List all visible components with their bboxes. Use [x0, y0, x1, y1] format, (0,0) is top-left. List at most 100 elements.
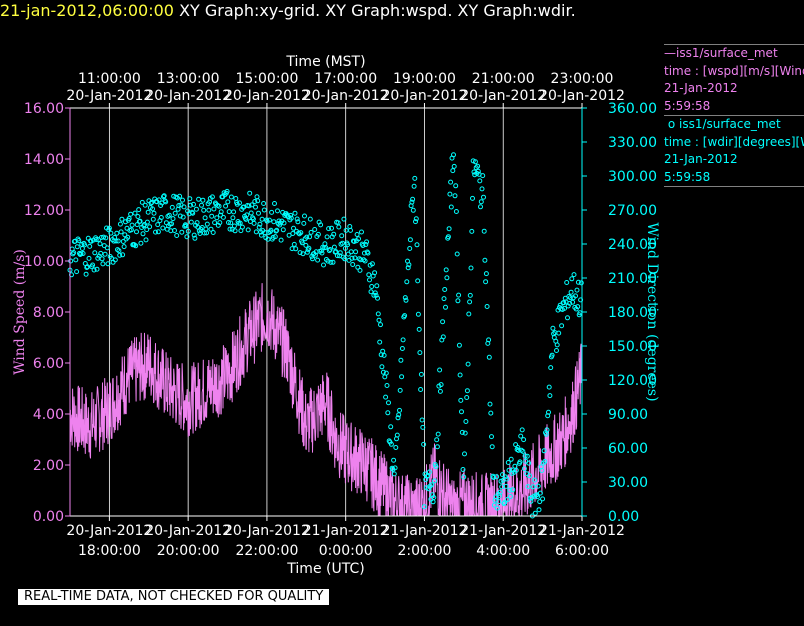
wdir-point — [295, 219, 301, 225]
wdir-point — [375, 295, 380, 301]
wdir-point — [453, 183, 459, 189]
wspd-line — [69, 283, 582, 518]
wdir-point — [358, 257, 364, 263]
wdir-point — [160, 225, 166, 231]
x-tick-date-label: 21-Jan-2012 — [303, 523, 389, 539]
wdir-point — [231, 223, 237, 229]
wdir-point — [83, 271, 89, 277]
wdir-point — [142, 202, 148, 208]
wdir-point — [348, 249, 354, 255]
wdir-point — [134, 229, 139, 235]
wdir-point — [220, 214, 226, 220]
wdir-point — [446, 226, 452, 232]
wdir-point — [398, 357, 404, 363]
wdir-point — [169, 204, 175, 210]
wdir-point — [385, 410, 391, 416]
wdir-point — [176, 203, 182, 208]
wspd-series — [69, 283, 582, 518]
wdir-point — [508, 494, 513, 499]
wdir-point — [352, 255, 358, 261]
y-right-tick-label: 60.00 — [608, 441, 648, 457]
wdir-point — [90, 262, 96, 268]
wdir-point — [353, 249, 359, 255]
wdir-point — [225, 199, 231, 205]
wdir-point — [472, 159, 478, 165]
wdir-point — [71, 250, 77, 256]
wdir-point — [421, 504, 427, 510]
y-left-tick-label: 14.00 — [24, 152, 64, 168]
wdir-point — [536, 507, 542, 513]
wdir-point — [380, 369, 386, 375]
wdir-point — [554, 342, 560, 348]
wdir-point — [98, 250, 104, 256]
wdir-point — [475, 163, 481, 169]
wdir-point — [233, 196, 239, 201]
wdir-point — [273, 228, 279, 234]
wdir-point — [365, 250, 371, 256]
wdir-point — [343, 227, 349, 233]
wdir-point — [539, 468, 545, 473]
wdir-point — [440, 334, 446, 340]
wdir-point — [567, 300, 573, 306]
wdir-point — [92, 250, 98, 256]
wdir-point — [460, 467, 466, 472]
wdir-point — [547, 393, 553, 399]
wdir-point — [87, 243, 93, 249]
wdir-point — [375, 311, 381, 317]
wdir-point — [326, 226, 332, 232]
wdir-point — [359, 229, 364, 235]
y-left-tick-label: 10.00 — [24, 254, 64, 270]
wdir-point — [374, 283, 380, 289]
wdir-point — [209, 194, 215, 200]
wdir-point — [456, 292, 462, 298]
wdir-point — [245, 227, 251, 233]
wdir-point — [502, 500, 508, 506]
wdir-point — [246, 203, 252, 209]
wdir-point — [79, 246, 85, 251]
wdir-point — [180, 214, 186, 220]
wdir-point — [368, 289, 374, 295]
wdir-point — [290, 231, 296, 236]
wdir-point — [329, 225, 334, 231]
wdir-point — [441, 296, 447, 302]
y-left-tick-label: 4.00 — [33, 407, 64, 423]
x-top-tick-date-label: 20-Jan-2012 — [66, 88, 152, 104]
wdir-point — [226, 209, 232, 215]
wdir-point — [388, 424, 394, 430]
wdir-point — [275, 208, 280, 214]
wdir-point — [450, 168, 456, 174]
x-top-tick-time-label: 19:00:00 — [393, 71, 456, 87]
wdir-point — [115, 238, 121, 244]
legend-wspd-date: 21-Jan-2012 — [664, 81, 738, 95]
wdir-point — [113, 238, 119, 244]
wdir-point — [118, 229, 124, 235]
wdir-point — [363, 242, 369, 247]
wdir-point — [393, 445, 399, 450]
wdir-point — [491, 475, 497, 480]
x-top-tick-time-label: 21:00:00 — [472, 71, 535, 87]
wdir-point — [74, 244, 80, 250]
wdir-point — [74, 269, 80, 275]
wdir-point — [227, 226, 233, 232]
wdir-point — [426, 469, 432, 475]
wdir-point — [357, 267, 363, 273]
wdir-point — [388, 441, 394, 447]
wdir-point — [426, 486, 432, 492]
wdir-point — [73, 257, 79, 263]
x-axis-label: Time (UTC) — [286, 561, 364, 577]
wdir-point — [201, 207, 207, 213]
wdir-point — [294, 216, 300, 222]
wdir-point — [496, 499, 502, 505]
wdir-point — [578, 280, 584, 286]
wdir-point — [452, 193, 458, 199]
wdir-point — [148, 200, 154, 206]
wdir-point — [410, 196, 416, 202]
wdir-point — [128, 227, 134, 233]
wdir-point — [479, 186, 485, 192]
wdir-point — [537, 499, 543, 505]
wdir-point — [416, 326, 422, 332]
wdir-point — [150, 216, 156, 222]
wdir-point — [564, 280, 570, 285]
wdir-point — [478, 199, 484, 205]
